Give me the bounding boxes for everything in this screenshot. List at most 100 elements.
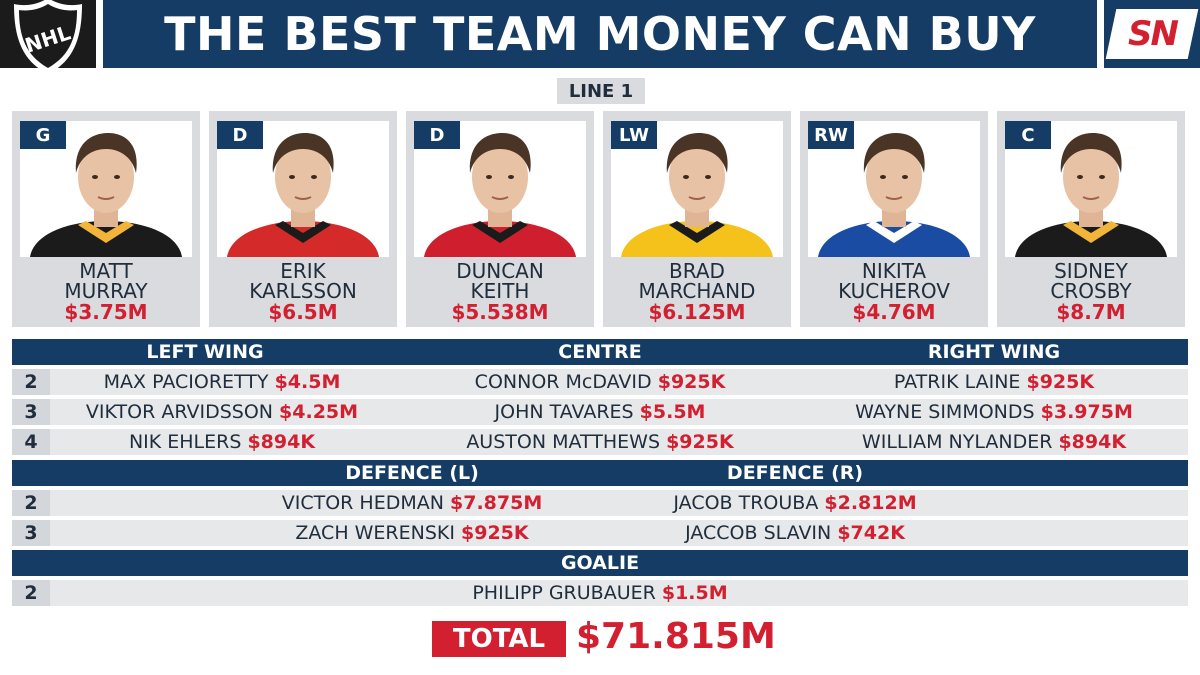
player-first-name: BRAD <box>669 259 725 283</box>
player-entry: PHILIPP GRUBAUER $1.5M <box>472 582 727 604</box>
player-last-name: KUCHEROV <box>838 279 950 303</box>
player-card: RW NIKITA KUCHEROV $4.76M <box>800 111 988 327</box>
player-salary: $894K <box>247 431 316 453</box>
player-entry: AUSTON MATTHEWS $925K <box>466 431 733 453</box>
nhl-shield-icon: NHL <box>14 0 82 68</box>
defence-header: DEFENCE (L) DEFENCE (R) <box>12 460 1188 486</box>
player-entry: JACOB TROUBA $2.812M <box>673 492 916 514</box>
player-name: WAYNE SIMMONDS <box>855 401 1035 423</box>
player-salary: $4.76M <box>852 300 936 324</box>
line-number: 2 <box>12 369 50 395</box>
player-salary: $2.812M <box>824 492 917 514</box>
player-last-name: KEITH <box>470 279 530 303</box>
player-name: PHILIPP GRUBAUER <box>472 582 656 604</box>
sportsnet-logo: SN <box>1104 0 1200 68</box>
player-headshot-icon <box>227 133 379 257</box>
player-salary: $3.75M <box>64 300 148 324</box>
player-salary: $742K <box>837 522 905 544</box>
player-salary: $6.5M <box>268 300 338 324</box>
player-entry: VICTOR HEDMAN $7.875M <box>282 492 542 514</box>
player-name: JACOB TROUBA <box>673 492 819 514</box>
page-title: THE BEST TEAM MONEY CAN BUY <box>164 7 1036 61</box>
player-first-name: ERIK <box>280 259 326 283</box>
player-name: WILLIAM NYLANDER <box>861 431 1053 453</box>
player-first-name: NIKITA <box>861 259 927 283</box>
line-label: LINE 1 <box>557 78 645 104</box>
title-bar: THE BEST TEAM MONEY CAN BUY <box>103 0 1097 68</box>
player-last-name: KARLSSON <box>249 279 357 303</box>
table-row: 3 VIKTOR ARVIDSSON $4.25M JOHN TAVARES $5.… <box>12 399 1188 425</box>
player-headshot-icon <box>621 133 773 257</box>
player-headshot-icon <box>424 133 576 257</box>
player-photo: LW <box>611 121 783 257</box>
sn-logo-text: SN <box>1127 14 1177 54</box>
table-row: 4 NIK EHLERS $894K AUSTON MATTHEWS $925K WI… <box>12 429 1188 455</box>
player-salary: $1.5M <box>661 582 728 604</box>
line-number: 4 <box>12 429 50 455</box>
line-number: 3 <box>12 520 50 546</box>
player-salary: $5.5M <box>639 401 706 423</box>
position-badge: RW <box>808 121 854 149</box>
player-salary: $7.875M <box>450 492 543 514</box>
player-name: ZACH WERENSKI <box>295 522 455 544</box>
player-salary: $4.5M <box>274 371 341 393</box>
position-badge: G <box>20 121 66 149</box>
player-entry: JOHN TAVARES $5.5M <box>495 401 706 423</box>
player-name: MAX PACIORETTY <box>103 371 269 393</box>
header-defence-right: DEFENCE (R) <box>726 462 864 484</box>
player-salary: $3.975M <box>1040 401 1133 423</box>
player-entry: MAX PACIORETTY $4.5M <box>104 371 341 393</box>
line1-cards: G MATT MURRAY $3.75M D ERIK KARLSSON $6.5M D DUNC… <box>12 111 1188 327</box>
player-name: PATRIK LAINE <box>893 371 1021 393</box>
player-salary: $894K <box>1058 431 1127 453</box>
header-defence-left: DEFENCE (L) <box>345 462 479 484</box>
nhl-logo: NHL <box>0 0 96 68</box>
position-badge: D <box>217 121 263 149</box>
player-card: LW BRAD MARCHAND $6.125M <box>603 111 791 327</box>
header-goalie: GOALIE <box>560 552 640 574</box>
line-number: 2 <box>12 580 50 606</box>
line-number: 3 <box>12 399 50 425</box>
total-value: $71.815M <box>576 616 776 657</box>
player-headshot-icon <box>30 133 182 257</box>
player-entry: WAYNE SIMMONDS $3.975M <box>855 401 1133 423</box>
player-headshot-icon <box>818 133 970 257</box>
header-left-wing: LEFT WING <box>146 341 264 363</box>
position-badge: LW <box>611 121 657 149</box>
player-name: VIKTOR ARVIDSSON <box>85 401 274 423</box>
player-name: JOHN TAVARES <box>494 401 634 423</box>
table-row: 2 VICTOR HEDMAN $7.875M JACOB TROUBA $2.81… <box>12 490 1188 516</box>
player-entry: JACCOB SLAVIN $742K <box>685 522 905 544</box>
player-last-name: MARCHAND <box>638 279 756 303</box>
player-card: D ERIK KARLSSON $6.5M <box>209 111 397 327</box>
player-headshot-icon <box>1015 133 1167 257</box>
total-label: TOTAL <box>432 621 566 657</box>
player-entry: VIKTOR ARVIDSSON $4.25M <box>86 401 358 423</box>
player-first-name: SIDNEY <box>1054 259 1128 283</box>
player-entry: ZACH WERENSKI $925K <box>295 522 528 544</box>
player-photo: RW <box>808 121 980 257</box>
player-card: G MATT MURRAY $3.75M <box>12 111 200 327</box>
table-row: 2 PHILIPP GRUBAUER $1.5M <box>12 580 1188 606</box>
player-photo: D <box>414 121 586 257</box>
player-photo: G <box>20 121 192 257</box>
player-entry: WILLIAM NYLANDER $894K <box>862 431 1126 453</box>
goalie-header: GOALIE <box>12 550 1188 576</box>
player-last-name: MURRAY <box>64 279 148 303</box>
header-centre: CENTRE <box>558 341 642 363</box>
header-right-wing: RIGHT WING <box>927 341 1061 363</box>
forwards-header: LEFT WING CENTRE RIGHT WING <box>12 339 1188 365</box>
position-badge: C <box>1005 121 1051 149</box>
player-card: D DUNCAN KEITH $5.538M <box>406 111 594 327</box>
player-photo: C <box>1005 121 1177 257</box>
player-entry: NIK EHLERS $894K <box>129 431 315 453</box>
player-entry: PATRIK LAINE $925K <box>894 371 1094 393</box>
player-name: JACCOB SLAVIN <box>685 522 832 544</box>
player-entry: CONNOR McDAVID $925K <box>475 371 726 393</box>
player-salary: $8.7M <box>1056 300 1126 324</box>
player-first-name: MATT <box>79 259 133 283</box>
player-name: AUSTON MATTHEWS <box>466 431 661 453</box>
table-row: 3 ZACH WERENSKI $925K JACCOB SLAVIN $742K <box>12 520 1188 546</box>
player-salary: $925K <box>1026 371 1095 393</box>
position-badge: D <box>414 121 460 149</box>
